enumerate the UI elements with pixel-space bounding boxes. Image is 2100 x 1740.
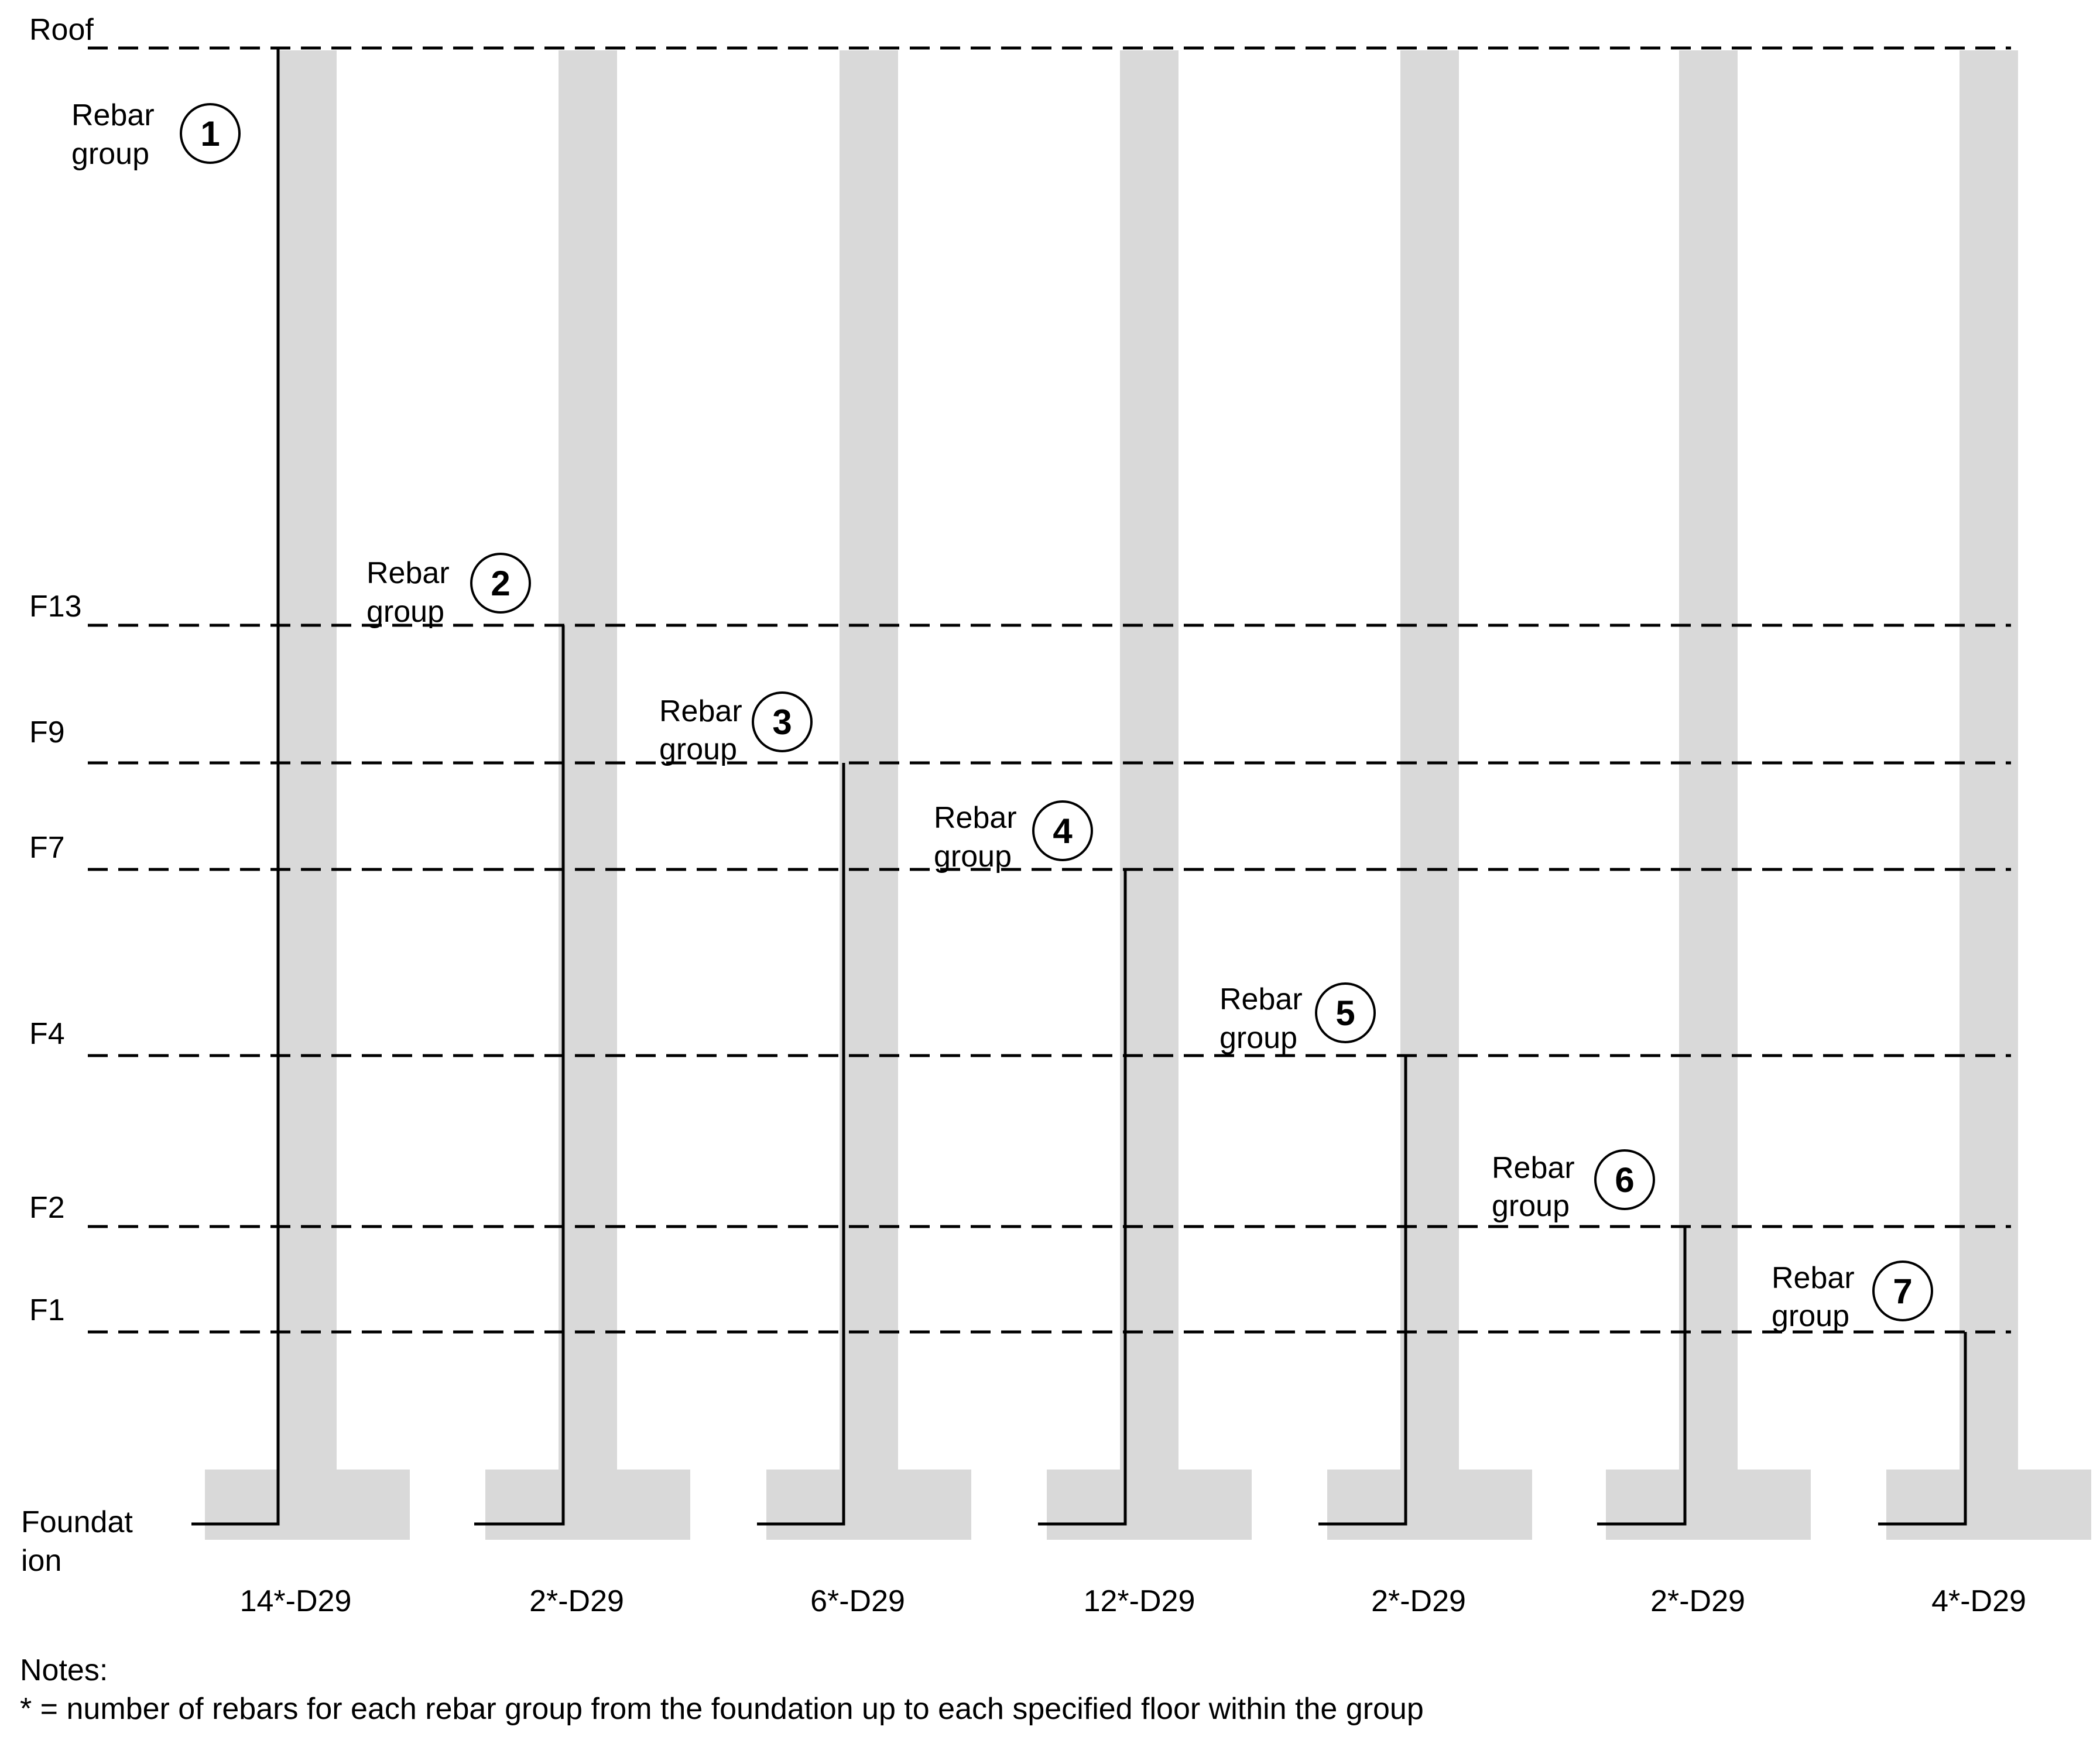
columns-layer [205,50,2091,1540]
group-label-1-line2: group [71,137,149,171]
group-label-3-line1: Rebar [659,694,742,728]
group-number-1: 1 [200,114,220,153]
rebar-spec-2: 2*-D29 [529,1584,624,1618]
group-number-3: 3 [772,703,792,742]
column-footing-6 [1606,1470,1811,1540]
rebar-spec-4: 12*-D29 [1084,1584,1195,1618]
group-number-circle-7 [1872,1261,1933,1321]
notes-text: * = number of rebars for each rebar grou… [20,1692,1424,1726]
notes: Notes: * = number of rebars for each reb… [20,1651,1424,1728]
foundation-label-line-1: Foundat [21,1505,133,1539]
floor-label-f9: F9 [29,715,65,749]
group-label-5-line1: Rebar [1219,982,1303,1016]
labels-layer: Roof F13 F9 F7 F4 F2 F1 Foundat ion Rebar group 1 14… [21,13,2026,1618]
group-label-2-line1: Rebar [366,556,450,590]
column-shaft-2 [559,50,617,1470]
rebar-spec-6: 2*-D29 [1650,1584,1745,1618]
rebar-group-4 [1038,869,1127,1526]
group-number-4: 4 [1053,811,1073,851]
column-footing-4 [1047,1470,1252,1540]
floor-label-f4: F4 [29,1017,65,1051]
group-label-4-line2: group [934,840,1012,874]
column-shaft-1 [278,50,337,1470]
column-shaft-6 [1679,50,1738,1470]
foundation-label-line-2: ion [21,1544,61,1578]
rebars-layer [191,48,1967,1526]
rebar-group-1 [191,48,280,1526]
rebar-spec-1: 14*-D29 [240,1584,352,1618]
column-footing-3 [766,1470,971,1540]
group-label-7-line1: Rebar [1772,1261,1855,1295]
group-number-5: 5 [1335,994,1355,1033]
rebar-group-3 [757,763,845,1526]
group-number-circle-6 [1594,1149,1655,1210]
rebar-group-7 [1878,1332,1967,1526]
floor-lines-layer [88,46,2011,1334]
group-label-2-line2: group [366,595,444,629]
rebar-spec-5: 2*-D29 [1371,1584,1466,1618]
column-shaft-7 [1959,50,2018,1470]
floor-label-roof: Roof [29,13,94,47]
group-number-circle-2 [470,553,531,614]
group-number-circle-4 [1032,800,1093,861]
group-number-7: 7 [1893,1272,1912,1311]
group-label-1-line1: Rebar [71,98,155,132]
column-shaft-3 [840,50,898,1470]
column-footing-5 [1327,1470,1532,1540]
group-number-6: 6 [1615,1160,1634,1200]
group-number-2: 2 [491,564,510,603]
group-label-6-line1: Rebar [1492,1151,1575,1185]
group-label-6-line2: group [1492,1189,1570,1223]
group-label-3-line2: group [659,732,737,766]
notes-title: Notes: [20,1653,108,1687]
group-number-circle-3 [752,691,813,752]
rebar-group-5 [1318,1056,1407,1526]
group-label-4-line1: Rebar [934,801,1017,835]
floor-label-f2: F2 [29,1191,65,1225]
group-number-circle-1 [180,103,241,164]
rebar-group-6 [1597,1227,1687,1526]
column-footing-7 [1886,1470,2091,1540]
rebar-group-2 [474,625,565,1526]
column-footing-2 [485,1470,690,1540]
floor-label-f7: F7 [29,831,65,865]
group-label-7-line2: group [1772,1299,1849,1333]
floor-label-f13: F13 [29,590,82,624]
column-footing-1 [205,1470,410,1540]
group-number-circle-5 [1315,982,1376,1043]
column-shaft-4 [1120,50,1179,1470]
floor-label-f1: F1 [29,1293,65,1327]
column-shaft-5 [1400,50,1459,1470]
rebar-spec-3: 6*-D29 [810,1584,905,1618]
group-label-5-line2: group [1219,1021,1297,1055]
rebar-spec-7: 4*-D29 [1931,1584,2026,1618]
